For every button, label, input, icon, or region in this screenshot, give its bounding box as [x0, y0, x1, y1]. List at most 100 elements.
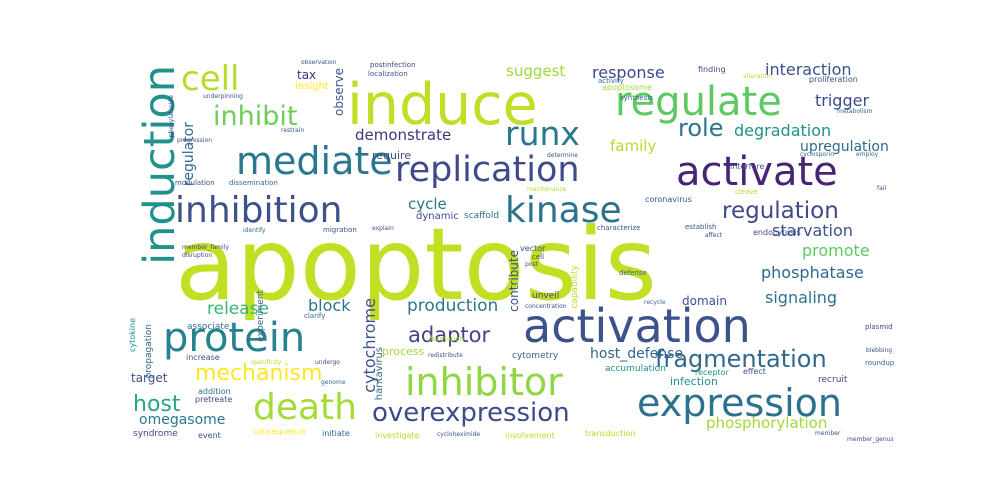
- word-cleave: cleave: [735, 188, 758, 196]
- word-redistribute: redistribute: [428, 352, 463, 359]
- word-endocytosis: endocytosis: [753, 228, 801, 237]
- word-consequence: consequence: [253, 427, 306, 436]
- word-cyclosporin: cyclosporin: [800, 151, 835, 158]
- word-pretreate: pretreate: [195, 395, 233, 404]
- word-expression: expression: [637, 381, 842, 425]
- word-signaling: signaling: [765, 288, 838, 307]
- word-concentration: concentration: [525, 303, 567, 310]
- word-addition: addition: [198, 387, 231, 396]
- word-trigger: trigger: [815, 91, 870, 110]
- word-syndrome: syndrome: [133, 429, 178, 439]
- word-clarify: clarify: [304, 312, 326, 320]
- word-initiate: initiate: [322, 429, 350, 438]
- word-dissemination: dissemination: [229, 179, 278, 187]
- word-degradation: degradation: [734, 121, 832, 140]
- word-role: role: [678, 114, 724, 142]
- word-cytokine: cytokine: [128, 318, 137, 353]
- word-activate: activate: [676, 149, 838, 195]
- word-establish: establish: [685, 223, 717, 231]
- word-modulation: modulation: [175, 179, 215, 187]
- word-tax: tax: [297, 68, 317, 82]
- word-member: member: [815, 430, 841, 437]
- word-recycle: recycle: [644, 299, 666, 306]
- word-mechanism: mechanism: [195, 361, 323, 386]
- word-member_genus: member_genus: [847, 436, 894, 443]
- word-maintenance: maintenance: [527, 186, 567, 193]
- word-observation: observation: [301, 60, 337, 66]
- word-regulator: regulator: [181, 122, 197, 187]
- word-specificity: specificity: [251, 359, 282, 366]
- word-block: block: [308, 296, 351, 315]
- word-regulation: regulation: [722, 198, 839, 224]
- word-postinfection: postinfection: [370, 61, 416, 69]
- word-contribute: contribute: [507, 250, 521, 312]
- word-proliferation: proliferation: [809, 75, 858, 84]
- word-death: death: [253, 387, 357, 428]
- word-upregulation: upregulation: [800, 139, 889, 155]
- word-interfere: interfere: [730, 162, 765, 171]
- word-receptor: receptor: [695, 368, 729, 377]
- word-cycloheximide: cycloheximide: [437, 431, 481, 438]
- word-employ: employ: [856, 151, 879, 158]
- word-activity: activity: [598, 77, 624, 85]
- word-starvation: starvation: [772, 221, 853, 240]
- word-kinase: kinase: [505, 190, 622, 231]
- word-host_defense: host_defense: [590, 346, 684, 362]
- word-process: process: [382, 345, 425, 358]
- word-require: require: [372, 149, 412, 162]
- word-adaptor: adaptor: [408, 323, 491, 347]
- word-underpinning: underpinning: [203, 93, 243, 100]
- word-experiment: experiment: [256, 290, 266, 342]
- word-involvement: involvement: [505, 431, 555, 440]
- word-production: production: [407, 296, 499, 316]
- word-genome: genome: [321, 379, 346, 386]
- word-progression: progression: [177, 137, 213, 144]
- word-post: post: [525, 261, 538, 268]
- word-apoptosis: apoptosis: [175, 206, 657, 323]
- word-metabolism: metabolism: [837, 108, 873, 115]
- word-inhibition: inhibition: [175, 190, 343, 231]
- word-vector: vector: [520, 244, 546, 253]
- word-phosphorylation: phosphorylation: [706, 414, 828, 432]
- word-cytometry: cytometry: [512, 351, 559, 361]
- word-mediate: mediate: [236, 139, 393, 183]
- word-overexpression: overexpression: [372, 398, 570, 428]
- word-transduction: transduction: [585, 429, 636, 438]
- word-fail: fail: [877, 185, 887, 192]
- word-phosphatase: phosphatase: [761, 263, 864, 282]
- word-dynamic: dynamic: [416, 211, 459, 222]
- word-capability: capability: [570, 265, 580, 309]
- word-inhibit: inhibit: [213, 101, 298, 132]
- word-accumulation: accumulation: [605, 364, 666, 374]
- word-cell-small: cell: [532, 253, 545, 261]
- word-activation: activation: [523, 299, 751, 353]
- word-phenylalanine: phenylalanine: [168, 95, 175, 138]
- word-fragmentation: fragmentation: [655, 345, 827, 373]
- word-regulate: regulate: [615, 79, 782, 125]
- word-roundup: roundup: [865, 359, 895, 367]
- word-coronavirus: coronavirus: [645, 195, 692, 204]
- word-localization: localization: [368, 70, 408, 78]
- word-insight: insight: [295, 81, 329, 92]
- word-observe: observe: [332, 68, 346, 117]
- word-member_family: member_family: [182, 244, 229, 251]
- word-host: host: [133, 392, 181, 417]
- word-interaction: interaction: [765, 60, 852, 79]
- word-suggest: suggest: [506, 62, 566, 80]
- word-effect: effect: [743, 367, 766, 376]
- word-restrain: restrain: [281, 127, 305, 134]
- word-synthesis: synthesis: [620, 94, 653, 102]
- word-inhibitor: inhibitor: [405, 360, 563, 404]
- word-explain: explain: [372, 225, 394, 232]
- word-blebbing: blebbing: [866, 347, 893, 354]
- word-infection: infection: [670, 375, 718, 388]
- word-propagation: propagation: [144, 324, 154, 379]
- word-demonstrate: demonstrate: [355, 126, 452, 144]
- word-migration: migration: [323, 226, 357, 234]
- word-defense: defense: [619, 269, 647, 277]
- word-runx: runx: [505, 114, 580, 153]
- word-formation: formation: [430, 335, 465, 343]
- word-target: target: [131, 371, 168, 385]
- word-apoptosome: apoptosome: [602, 83, 652, 92]
- word-increase: increase: [186, 353, 220, 362]
